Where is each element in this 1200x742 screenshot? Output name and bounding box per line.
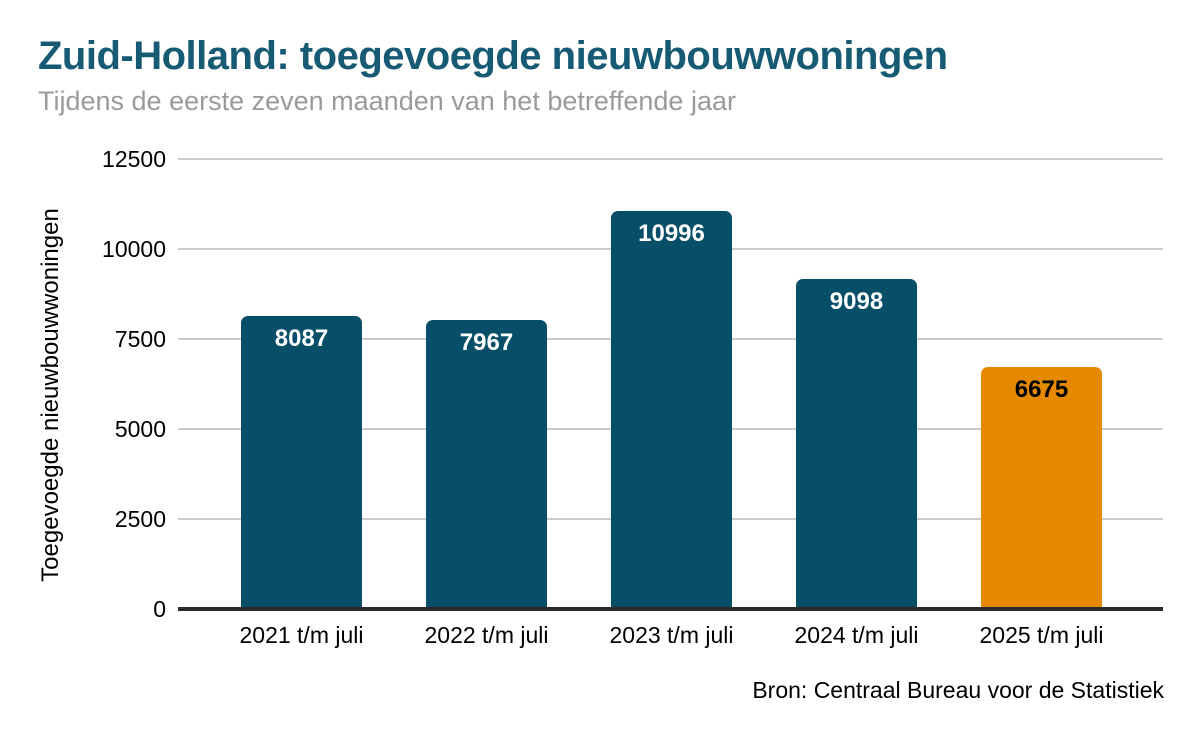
x-tick-label: 2022 t/m juli [424, 622, 549, 648]
chart-title: Zuid-Holland: toegevoegde nieuwbouwwonin… [38, 34, 948, 78]
bar-value-label: 8087 [274, 325, 329, 352]
y-tick-label: 0 [153, 596, 166, 622]
bar-value-label: 6675 [1014, 376, 1069, 403]
y-tick-label: 2500 [114, 506, 166, 532]
bar-value-label: 7967 [459, 329, 514, 356]
plot-area: 8087 7967 10996 9098 6675 [178, 157, 1163, 611]
x-tick-label: 2021 t/m juli [239, 622, 364, 648]
bar-value-label: 10996 [638, 220, 705, 247]
source-note: Bron: Centraal Bureau voor de Statistiek [752, 677, 1164, 703]
y-tick-label: 10000 [102, 236, 166, 262]
x-tick-label: 2024 t/m juli [794, 622, 919, 648]
bar-2022: 7967 [426, 320, 547, 607]
y-tick-label: 7500 [114, 326, 166, 352]
bar-value-label: 9098 [829, 288, 884, 315]
bar-2023: 10996 [611, 211, 732, 607]
bar-2025: 6675 [981, 367, 1102, 607]
y-tick-label: 12500 [102, 146, 166, 172]
x-tick-label: 2025 t/m juli [979, 622, 1104, 648]
bar-2024: 9098 [796, 279, 917, 607]
chart-subtitle: Tijdens de eerste zeven maanden van het … [38, 86, 736, 116]
x-tick-label: 2023 t/m juli [609, 622, 734, 648]
x-axis-baseline [178, 607, 1163, 611]
y-tick-label: 5000 [114, 416, 166, 442]
bar-2021: 8087 [241, 316, 362, 607]
gridline [178, 158, 1163, 160]
